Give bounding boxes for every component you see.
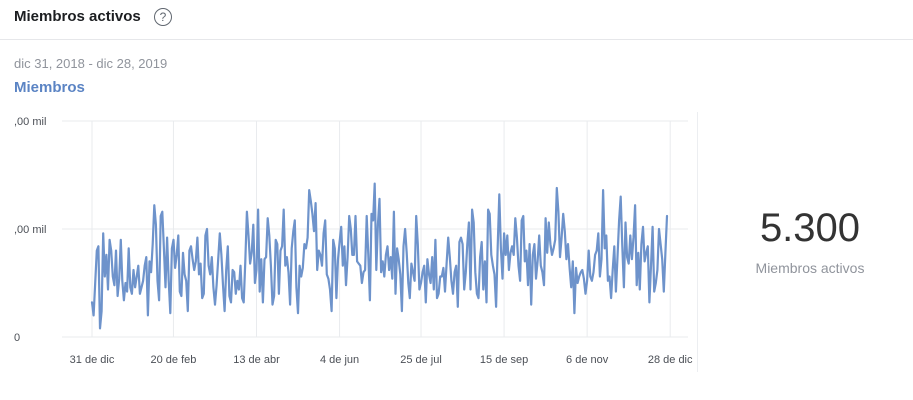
divider: [697, 112, 698, 372]
line-chart: ,00 mil ,00 mil 0 31 de dic 20 de feb 13 de a…: [14, 116, 693, 366]
help-icon[interactable]: ?: [154, 8, 172, 26]
x-tick-label: 25 de jul: [400, 354, 442, 366]
x-tick-label: 13 de abr: [233, 354, 280, 366]
series-line: [90, 182, 669, 330]
x-tick-label: 20 de feb: [151, 354, 197, 366]
x-tick-label: 15 de sep: [480, 354, 528, 366]
metric-tab-miembros[interactable]: Miembros: [14, 79, 85, 96]
date-range: dic 31, 2018 - dic 28, 2019: [14, 56, 168, 71]
stat-label: Miembros activos: [755, 260, 865, 276]
y-tick-label: 0: [14, 332, 20, 344]
x-tick-label: 28 de dic: [648, 354, 693, 366]
x-tick-label: 31 de dic: [70, 354, 115, 366]
x-tick-label: 6 de nov: [566, 354, 609, 366]
stat-value: 5.300: [759, 206, 861, 250]
y-tick-label: ,00 mil: [14, 224, 46, 236]
x-tick-label: 4 de jun: [320, 354, 359, 366]
card-header: Miembros activos ?: [0, 0, 913, 40]
y-tick-label: ,00 mil: [14, 116, 46, 128]
card-title: Miembros activos: [14, 8, 141, 25]
